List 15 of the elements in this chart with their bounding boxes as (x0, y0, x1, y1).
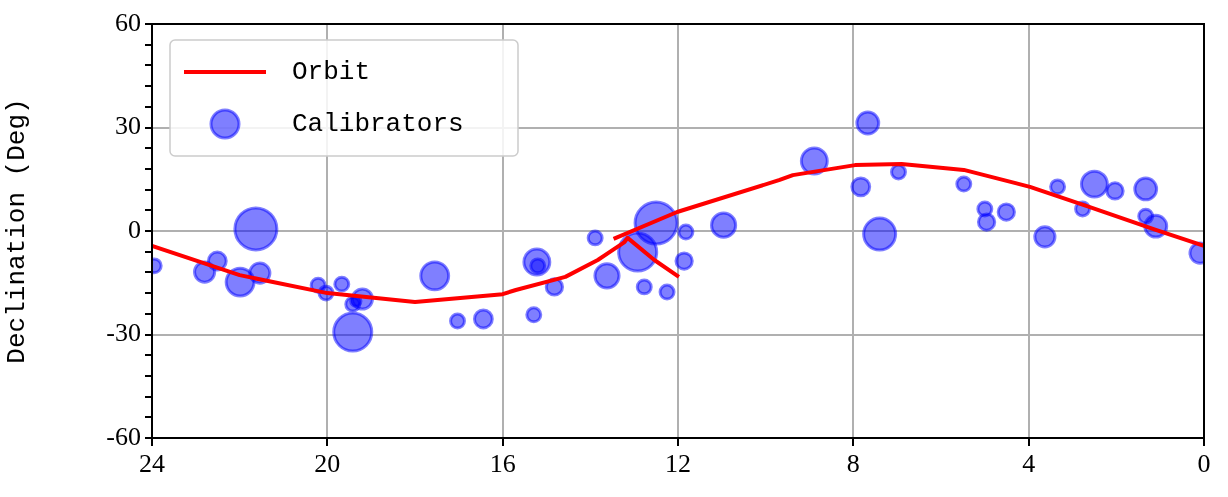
legend-label: Calibrators (292, 108, 464, 139)
y-axis-title: Declination (Deg) (2, 98, 33, 364)
legend-label: Orbit (292, 56, 371, 87)
x-tick-label: 24 (139, 449, 165, 479)
x-tick-label: 8 (846, 449, 860, 479)
y-tick-label: 30 (115, 111, 141, 141)
y-tick-label: 0 (128, 214, 141, 244)
y-tick-label: -30 (106, 318, 141, 348)
x-tick-label: 20 (314, 449, 341, 479)
y-tick-label: -60 (106, 421, 141, 451)
x-tick-label: 0 (1197, 449, 1211, 479)
y-tick-label: 60 (115, 7, 141, 37)
x-tick-label: 16 (489, 449, 516, 479)
x-tick-label: 4 (1022, 449, 1036, 479)
x-tick-label: 12 (665, 449, 691, 479)
